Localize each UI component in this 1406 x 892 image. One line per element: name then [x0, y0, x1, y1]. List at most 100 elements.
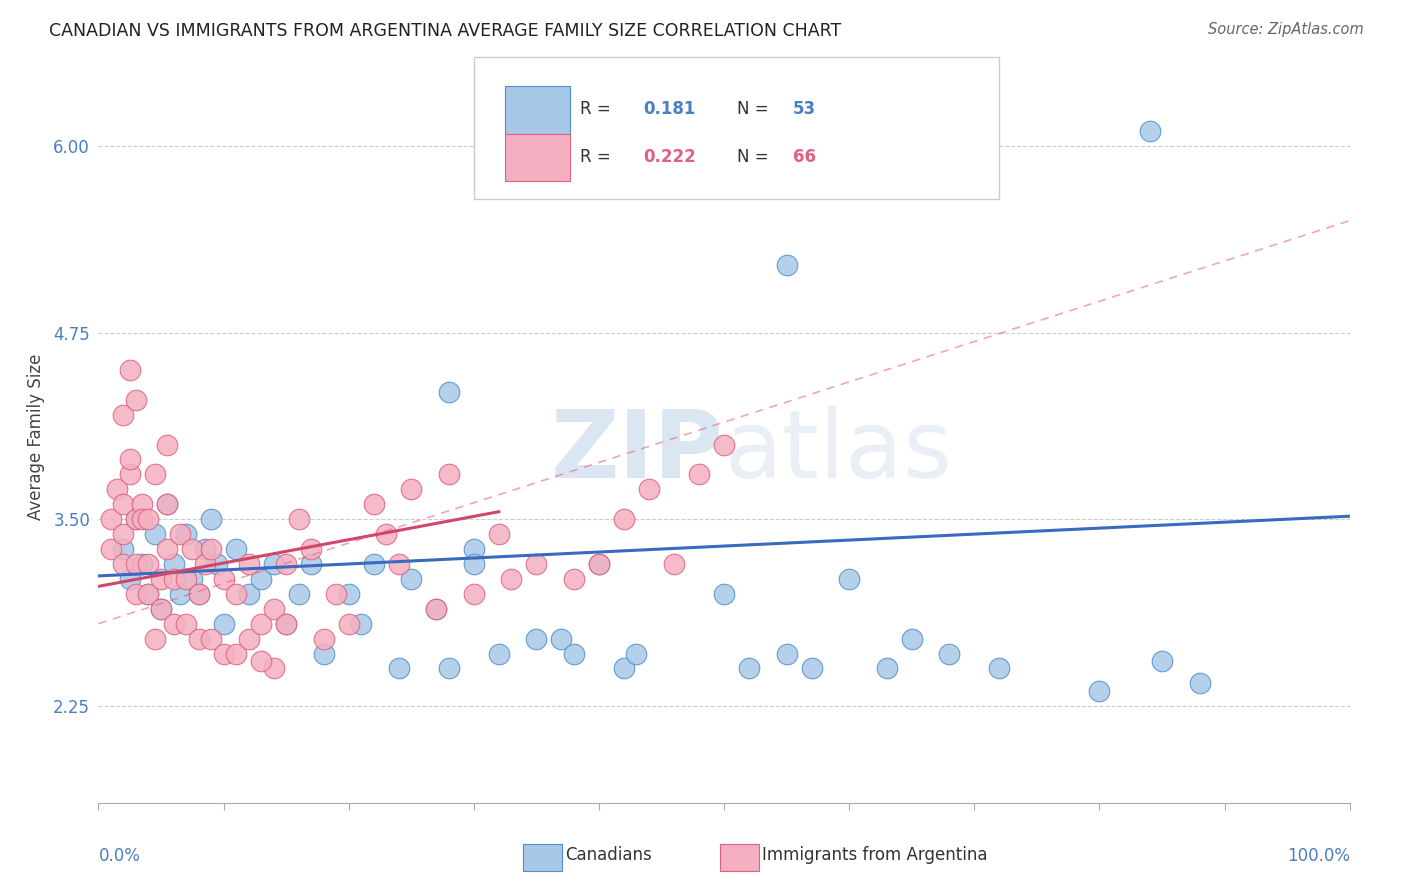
Point [274, 616, 298, 631]
Point [143, 527, 166, 541]
Point [238, 632, 260, 646]
Point [225, 587, 247, 601]
Point [174, 527, 197, 541]
Point [363, 557, 385, 571]
Text: ZIP: ZIP [551, 406, 724, 498]
Point [425, 601, 447, 615]
Point [212, 572, 235, 586]
Point [299, 557, 322, 571]
Point [138, 512, 160, 526]
Point [1088, 683, 1111, 698]
Point [156, 542, 179, 557]
Point [181, 542, 204, 557]
Point [425, 601, 447, 615]
Point [118, 452, 141, 467]
Point [156, 497, 179, 511]
Point [212, 647, 235, 661]
Point [174, 616, 197, 631]
Point [200, 512, 222, 526]
Point [187, 587, 209, 601]
Point [207, 557, 229, 571]
Point [401, 483, 423, 497]
Point [212, 616, 235, 631]
Point [112, 497, 135, 511]
Text: R =: R = [581, 100, 621, 118]
Point [125, 587, 148, 601]
Point [187, 632, 209, 646]
Point [138, 587, 160, 601]
Point [312, 632, 335, 646]
Point [713, 437, 735, 451]
Point [900, 632, 922, 646]
Point [274, 616, 298, 631]
Point [112, 527, 135, 541]
Point [800, 661, 823, 675]
Text: 0.222: 0.222 [643, 148, 696, 166]
Point [463, 587, 485, 601]
Point [988, 661, 1011, 675]
Point [131, 512, 153, 526]
Point [312, 647, 335, 661]
Point [200, 632, 222, 646]
Point [118, 467, 141, 482]
Point [776, 259, 799, 273]
Point [169, 527, 191, 541]
Point [131, 497, 153, 511]
Point [638, 483, 661, 497]
Point [325, 587, 347, 601]
Point [401, 572, 423, 586]
Point [375, 527, 398, 541]
Point [876, 661, 898, 675]
Point [156, 497, 179, 511]
Point [263, 557, 285, 571]
Point [501, 572, 523, 586]
Text: N =: N = [737, 100, 773, 118]
Text: CANADIAN VS IMMIGRANTS FROM ARGENTINA AVERAGE FAMILY SIZE CORRELATION CHART: CANADIAN VS IMMIGRANTS FROM ARGENTINA AV… [49, 22, 841, 40]
Point [118, 363, 141, 377]
Point [388, 661, 411, 675]
Point [194, 542, 217, 557]
Point [488, 647, 510, 661]
Text: 100.0%: 100.0% [1286, 847, 1350, 864]
Point [131, 557, 153, 571]
Point [274, 557, 298, 571]
Point [287, 587, 309, 601]
Point [169, 587, 191, 601]
Point [437, 467, 460, 482]
Point [662, 557, 685, 571]
Point [100, 542, 122, 557]
Text: atlas: atlas [724, 406, 952, 498]
Point [112, 408, 135, 422]
FancyBboxPatch shape [505, 134, 571, 181]
Point [250, 654, 273, 668]
Point [125, 512, 148, 526]
Point [1139, 124, 1161, 138]
Point [437, 661, 460, 675]
Text: R =: R = [581, 148, 616, 166]
Text: 66: 66 [793, 148, 815, 166]
Point [125, 392, 148, 407]
Point [200, 542, 222, 557]
Text: 0.0%: 0.0% [98, 847, 141, 864]
Point [626, 647, 648, 661]
Point [250, 572, 273, 586]
Point [287, 512, 309, 526]
Point [150, 601, 173, 615]
Point [143, 632, 166, 646]
Point [299, 542, 322, 557]
Point [174, 572, 197, 586]
Point [162, 616, 184, 631]
Point [181, 572, 204, 586]
Point [588, 557, 610, 571]
Point [125, 557, 148, 571]
Point [562, 572, 585, 586]
Point [688, 467, 710, 482]
Text: 53: 53 [793, 100, 815, 118]
Point [225, 647, 247, 661]
Point [613, 661, 636, 675]
Text: Source: ZipAtlas.com: Source: ZipAtlas.com [1208, 22, 1364, 37]
Point [150, 601, 173, 615]
Point [550, 632, 572, 646]
Point [350, 616, 373, 631]
Point [463, 542, 485, 557]
